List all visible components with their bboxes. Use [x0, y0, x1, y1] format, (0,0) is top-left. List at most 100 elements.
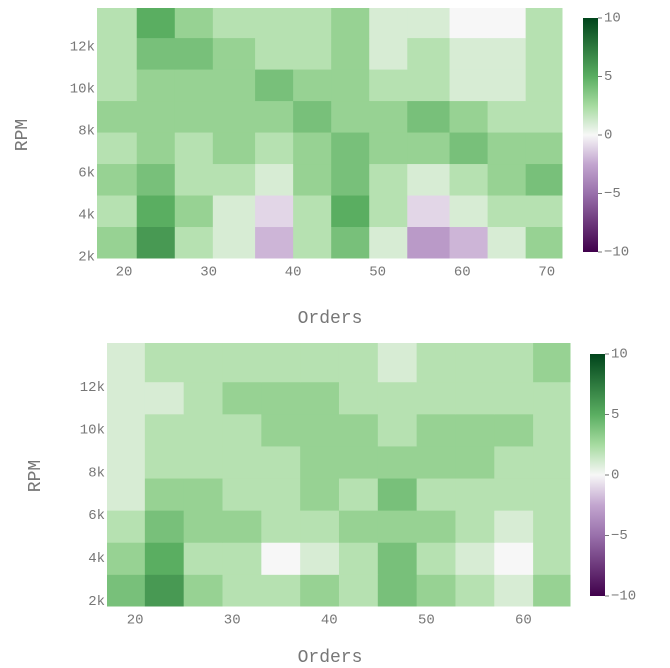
heatmap-cell: [223, 414, 262, 447]
x-tick-label: 50: [369, 265, 386, 281]
heatmap-cell: [145, 382, 184, 415]
heatmap-chart: 2030405060702k4k6k8k10k12kOrdersRPM−10−5…: [13, 8, 629, 329]
heatmap-cell: [261, 542, 300, 575]
heatmap-cell: [407, 38, 450, 70]
heatmap-cell: [145, 542, 184, 575]
heatmap-cell: [107, 414, 145, 447]
heatmap-cell: [145, 478, 184, 511]
x-axis-title: Orders: [298, 309, 363, 329]
heatmap-cell: [97, 101, 137, 133]
heatmap-cell: [488, 101, 527, 133]
heatmap-cell: [331, 227, 370, 259]
heatmap-cell: [261, 343, 300, 382]
heatmap-cell: [223, 574, 262, 606]
heatmap-cell: [223, 382, 262, 415]
y-tick-label: 8k: [78, 124, 95, 140]
colorbar-tick-label: −5: [604, 186, 621, 202]
heatmap-cell: [407, 132, 450, 164]
x-axis-title: Orders: [298, 648, 363, 668]
colorbar-tick-label: −10: [604, 245, 629, 261]
heatmap-cell: [533, 382, 570, 415]
heatmap-cell: [107, 446, 145, 479]
heatmap-cell: [137, 132, 176, 164]
heatmap-cell: [137, 227, 176, 259]
heatmap-cell: [450, 132, 489, 164]
y-tick-label: 10k: [80, 423, 105, 439]
heatmap-cell: [300, 343, 339, 382]
heatmap-cell: [494, 510, 533, 543]
heatmap-cell: [533, 343, 570, 382]
heatmap-cell: [184, 446, 223, 479]
heatmap-cell: [331, 101, 370, 133]
heatmap-cell: [255, 8, 294, 38]
heatmap-cell: [526, 8, 563, 38]
heatmap-cell: [175, 38, 214, 70]
heatmap-cell: [300, 574, 339, 606]
heatmap-cell: [184, 343, 223, 382]
heatmap-cell: [261, 446, 300, 479]
heatmap-cell: [184, 510, 223, 543]
heatmap-cell: [378, 510, 417, 543]
heatmap-cell: [97, 164, 137, 196]
heatmap-cell: [488, 132, 527, 164]
heatmap-cell: [369, 132, 408, 164]
heatmap-cell: [107, 343, 145, 382]
heatmap-cell: [407, 69, 450, 101]
heatmap-cell: [261, 382, 300, 415]
heatmap-cell: [293, 195, 332, 227]
heatmap-cell: [369, 8, 408, 38]
heatmap-cell: [339, 446, 378, 479]
heatmap-cell: [526, 227, 563, 259]
heatmap-cell: [494, 542, 533, 575]
y-tick-label: 6k: [78, 166, 95, 182]
heatmap-cell: [417, 446, 456, 479]
heatmap-cell: [339, 382, 378, 415]
heatmap-cell: [450, 69, 489, 101]
colorbar: [590, 354, 605, 596]
colorbar-tick-label: 5: [611, 407, 619, 423]
x-tick-label: 70: [538, 265, 555, 281]
heatmap-cell: [293, 227, 332, 259]
heatmap-cell: [455, 446, 494, 479]
heatmap-cell: [97, 38, 137, 70]
heatmap-cell: [450, 8, 489, 38]
colorbar-tick-label: −5: [611, 528, 628, 544]
heatmap-cell: [533, 510, 570, 543]
heatmap-cell: [417, 382, 456, 415]
heatmap-cell: [488, 195, 527, 227]
heatmap-cell: [417, 574, 456, 606]
heatmap-cell: [533, 542, 570, 575]
x-tick-label: 30: [200, 265, 217, 281]
heatmap-cell: [107, 382, 145, 415]
heatmap-cell: [488, 38, 527, 70]
heatmap-chart: 20304050602k4k6k8k10k12kOrdersRPM−10−505…: [26, 343, 636, 668]
heatmap-cell: [455, 478, 494, 511]
x-tick-label: 40: [285, 265, 302, 281]
heatmap-cell: [300, 382, 339, 415]
heatmap-cell: [450, 38, 489, 70]
heatmap-cell: [339, 510, 378, 543]
heatmap-cell: [223, 478, 262, 511]
heatmap-cell: [526, 164, 563, 196]
heatmap-cell: [494, 574, 533, 606]
heatmap-cell: [300, 478, 339, 511]
heatmap-cell: [213, 8, 256, 38]
x-tick-label: 40: [321, 613, 338, 629]
heatmap-cell: [107, 542, 145, 575]
heatmap-cell: [494, 343, 533, 382]
heatmap-cell: [107, 478, 145, 511]
heatmap-cell: [261, 478, 300, 511]
heatmap-cell: [526, 69, 563, 101]
heatmap-cell: [213, 101, 256, 133]
heatmap-cell: [184, 414, 223, 447]
heatmap-cell: [175, 101, 214, 133]
heatmap-cell: [97, 227, 137, 259]
heatmap-cell: [107, 574, 145, 606]
heatmap-cell: [417, 542, 456, 575]
heatmap-cell: [407, 195, 450, 227]
heatmap-cell: [145, 574, 184, 606]
heatmap-cell: [455, 510, 494, 543]
heatmap-cell: [455, 382, 494, 415]
heatmap-cell: [175, 69, 214, 101]
heatmap-cell: [455, 574, 494, 606]
